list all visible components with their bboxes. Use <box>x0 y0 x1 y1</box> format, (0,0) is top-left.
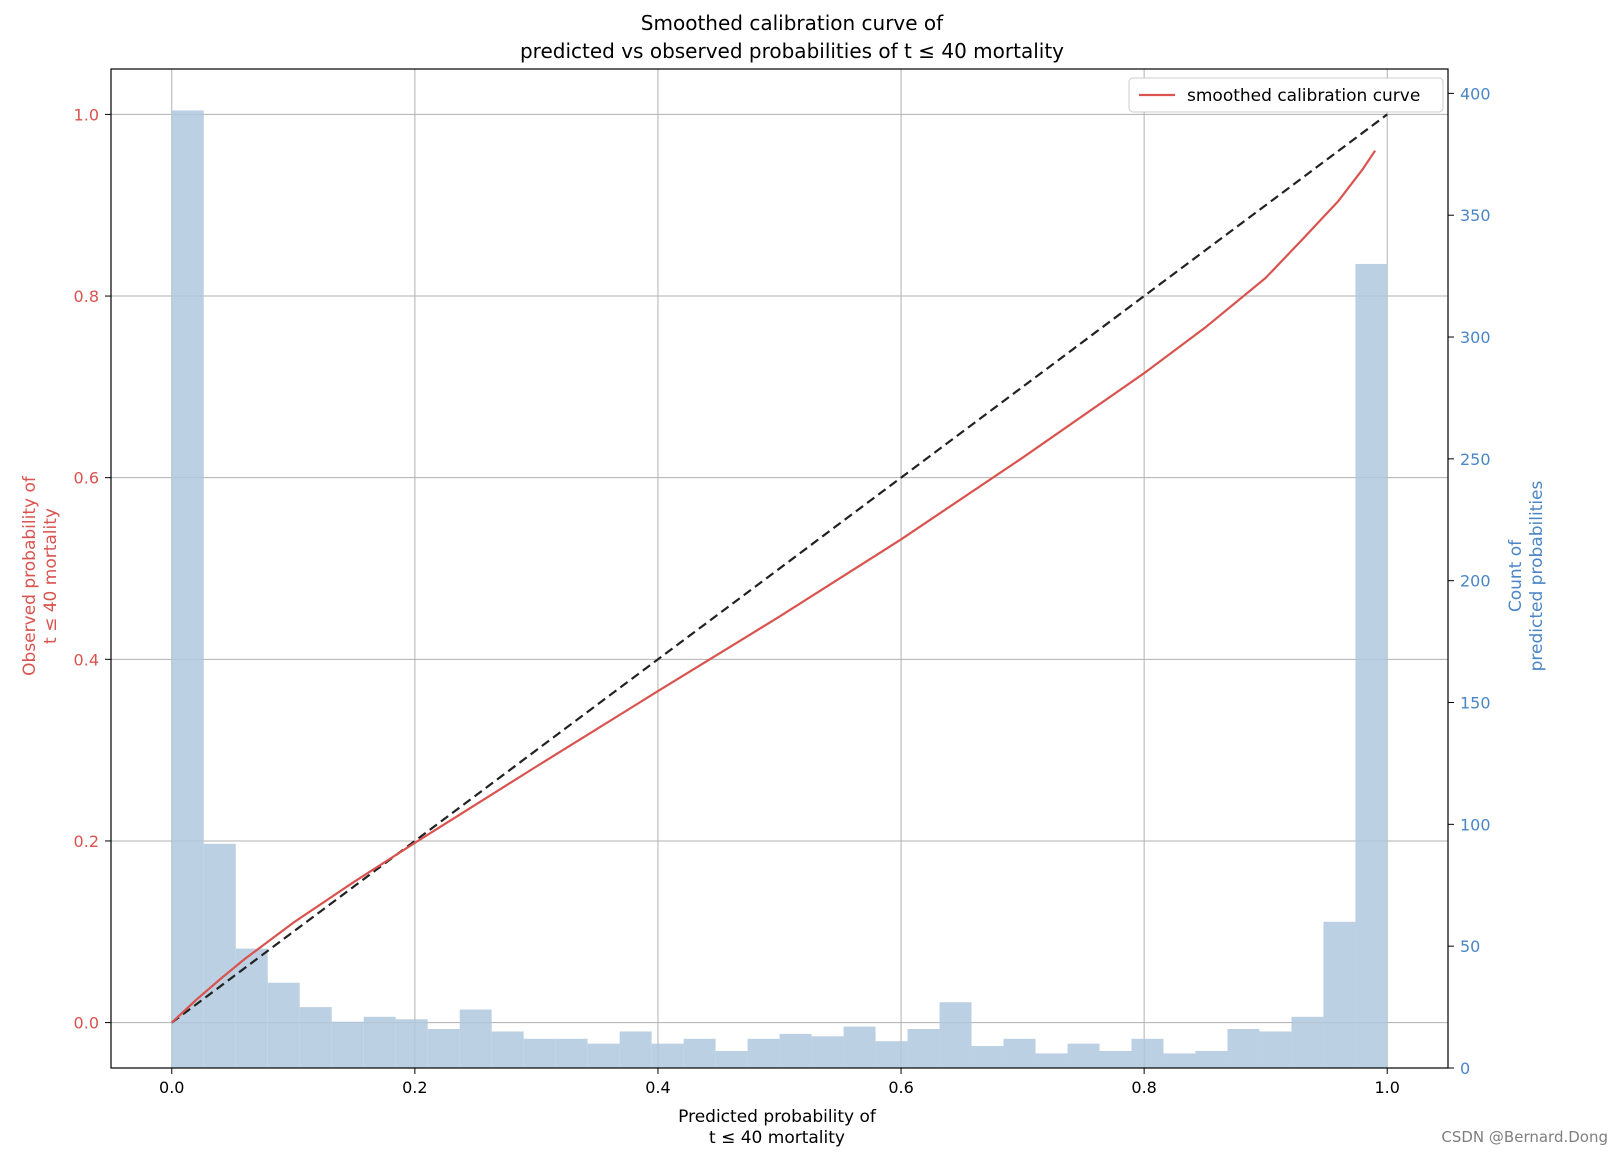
legend-box <box>1128 77 1444 113</box>
histogram-bar-6 <box>363 1016 396 1068</box>
histogram-bar-25 <box>971 1046 1004 1068</box>
histogram-bar-9 <box>459 1009 492 1068</box>
histogram-bar-10 <box>491 1031 524 1068</box>
histogram-bar-8 <box>427 1029 460 1068</box>
histogram-bar-29 <box>1099 1050 1132 1068</box>
histogram-bar-35 <box>1291 1016 1324 1068</box>
histogram-bar-5 <box>331 1021 364 1068</box>
right-y-tick-label-1: 50 <box>1460 937 1480 956</box>
histogram-bar-24 <box>939 1002 972 1068</box>
left-y-tick-label-5: 1.0 <box>74 105 99 124</box>
histogram-bar-34 <box>1259 1031 1292 1068</box>
diagonal-reference-line <box>171 113 1388 1024</box>
histogram-bar-23 <box>907 1029 940 1068</box>
x-axis-label-line-2: t ≤ 40 mortality <box>709 1128 845 1148</box>
histogram-bar-12 <box>555 1038 588 1068</box>
right-y-tick-label-3: 150 <box>1460 694 1491 713</box>
x-axis-label-line-1: Predicted probability of <box>678 1107 877 1127</box>
histogram-bar-11 <box>523 1038 556 1068</box>
histogram-bar-30 <box>1131 1038 1164 1068</box>
histogram-bar-17 <box>715 1050 748 1068</box>
histogram-bar-33 <box>1227 1029 1260 1068</box>
histogram-bar-7 <box>395 1019 428 1068</box>
histogram-bar-3 <box>267 982 300 1068</box>
x-tick-label-2: 0.4 <box>645 1078 670 1097</box>
right-y-tick-label-0: 0 <box>1460 1059 1470 1078</box>
left-y-tick-label-0: 0.0 <box>74 1014 99 1033</box>
histogram-bar-0 <box>171 110 204 1069</box>
chart-title-line-2: predicted vs observed probabilities of t… <box>520 39 1064 63</box>
histogram-bar-13 <box>587 1043 620 1068</box>
histogram-bar-37 <box>1355 263 1388 1068</box>
histogram-bar-15 <box>651 1043 684 1068</box>
left-y-tick-label-1: 0.2 <box>74 832 99 851</box>
histogram-bar-26 <box>1003 1038 1036 1068</box>
right-y-tick-label-7: 350 <box>1460 206 1491 225</box>
right-y-axis-ticks: 0 50 100 150 200 250 300 350 400 <box>1448 84 1491 1078</box>
right-y-axis-label-line-2: predicted probabilities <box>1527 480 1547 671</box>
x-tick-label-1: 0.2 <box>402 1078 427 1097</box>
right-y-tick-label-5: 250 <box>1460 450 1491 469</box>
histogram-bar-21 <box>843 1026 876 1068</box>
histogram-bars <box>171 110 1388 1069</box>
plot-frame <box>110 68 1449 1069</box>
histogram-bar-36 <box>1323 921 1356 1068</box>
histogram-bar-14 <box>619 1031 652 1068</box>
right-y-tick-label-4: 200 <box>1460 572 1491 591</box>
left-y-tick-label-2: 0.4 <box>74 650 99 669</box>
histogram-bar-4 <box>299 1007 332 1068</box>
left-y-axis-label-line-1: Observed probability of <box>20 475 40 676</box>
right-y-tick-label-2: 100 <box>1460 815 1491 834</box>
x-tick-label-5: 1.0 <box>1375 1078 1400 1097</box>
left-y-tick-label-3: 0.6 <box>74 469 99 488</box>
left-y-tick-label-4: 0.8 <box>74 287 99 306</box>
histogram-bar-28 <box>1067 1043 1100 1068</box>
histogram-bar-1 <box>203 843 236 1068</box>
x-tick-label-0: 0.0 <box>159 1078 184 1097</box>
legend: smoothed calibration curve <box>1128 77 1444 113</box>
histogram-bar-16 <box>683 1038 716 1068</box>
left-y-axis-ticks: 0.0 0.2 0.4 0.6 0.8 1.0 <box>74 105 111 1033</box>
histogram-bar-27 <box>1035 1053 1068 1068</box>
legend-label-calibration-curve: smoothed calibration curve <box>1187 86 1420 106</box>
x-tick-label-4: 0.8 <box>1131 1078 1156 1097</box>
histogram-bar-18 <box>747 1038 780 1068</box>
right-y-axis-label-line-1: Count of <box>1506 539 1526 612</box>
chart-title-line-1: Smoothed calibration curve of <box>641 11 944 35</box>
histogram-bar-20 <box>811 1036 844 1068</box>
histogram-bar-22 <box>875 1041 908 1068</box>
plot-lines <box>171 113 1388 1024</box>
x-tick-label-3: 0.6 <box>888 1078 913 1097</box>
series-line-calibration-curve <box>171 150 1377 1024</box>
right-y-tick-label-6: 300 <box>1460 328 1491 347</box>
histogram-bar-19 <box>779 1033 812 1068</box>
right-y-tick-label-8: 400 <box>1460 84 1491 103</box>
histogram-bar-2 <box>235 948 268 1068</box>
histogram-bar-31 <box>1163 1053 1196 1068</box>
watermark: CSDN @Bernard.Dong <box>1441 1128 1608 1146</box>
x-axis-ticks: 0.0 0.2 0.4 0.6 0.8 1.0 <box>159 1068 1400 1097</box>
histogram-bar-32 <box>1195 1050 1228 1068</box>
left-y-axis-label-line-2: t ≤ 40 mortality <box>41 508 61 644</box>
